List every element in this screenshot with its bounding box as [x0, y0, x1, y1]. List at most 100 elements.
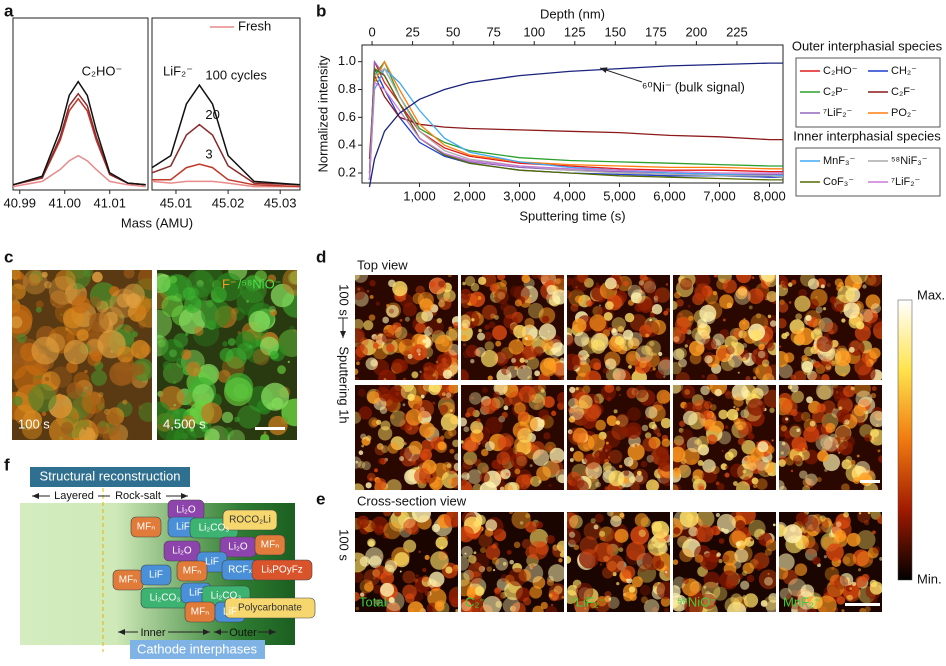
texture	[679, 512, 699, 528]
texture	[779, 524, 787, 537]
texture	[857, 512, 871, 523]
texture	[748, 305, 753, 310]
texture	[819, 515, 826, 522]
texture	[734, 418, 747, 431]
texture	[802, 447, 805, 451]
texture	[49, 334, 52, 337]
texture	[517, 410, 529, 422]
texture	[545, 605, 558, 612]
texture	[781, 399, 798, 416]
texture	[724, 597, 741, 612]
texture	[461, 417, 468, 427]
texture	[823, 307, 827, 311]
texture	[718, 559, 723, 564]
texture	[418, 550, 421, 553]
texture	[227, 338, 236, 346]
texture	[66, 382, 83, 399]
image-label: 100 s	[18, 416, 50, 431]
texture	[482, 304, 498, 320]
texture	[568, 427, 586, 446]
texture	[472, 553, 490, 570]
texture	[653, 427, 661, 435]
texture	[657, 359, 670, 376]
texture	[513, 285, 530, 302]
texture	[463, 451, 478, 465]
texture	[400, 411, 404, 415]
texture	[464, 552, 467, 555]
texture	[792, 455, 803, 465]
texture	[561, 376, 564, 380]
texture	[403, 518, 419, 534]
texture	[764, 548, 773, 556]
species-label: LiF	[176, 522, 190, 533]
texture	[551, 342, 564, 357]
diagram-title: Structural reconstruction	[40, 468, 181, 483]
texture	[737, 286, 748, 296]
texture	[447, 478, 453, 485]
texture	[789, 425, 802, 438]
texture	[263, 431, 267, 435]
texture	[193, 326, 204, 336]
texture	[558, 375, 563, 380]
texture	[859, 308, 874, 323]
panel-label: c	[4, 247, 13, 266]
texture	[493, 351, 509, 366]
texture	[779, 485, 787, 490]
texture	[554, 278, 561, 285]
texture	[390, 414, 395, 420]
series-line	[152, 163, 301, 188]
texture	[612, 572, 617, 577]
texture	[435, 360, 439, 364]
texture	[724, 472, 730, 478]
texture	[374, 444, 386, 456]
texture	[843, 512, 849, 518]
texture	[694, 402, 703, 411]
texture	[812, 556, 821, 565]
texture	[441, 392, 446, 397]
texture	[372, 576, 376, 580]
annotation-arrow	[599, 67, 643, 83]
texture	[631, 576, 643, 588]
panel-label: b	[316, 1, 326, 20]
texture	[486, 566, 493, 572]
texture	[355, 591, 360, 602]
texture	[638, 563, 647, 573]
texture	[219, 348, 234, 362]
texture	[788, 282, 793, 287]
x-tick-label: 6,000	[653, 188, 686, 203]
texture	[725, 345, 735, 355]
legend-title: Outer interphasial species	[792, 38, 943, 53]
texture	[402, 302, 417, 317]
texture	[862, 284, 867, 289]
texture	[688, 526, 699, 537]
texture	[730, 593, 743, 606]
texture	[878, 455, 882, 463]
texture	[703, 401, 713, 410]
phase-label: Rock-salt	[115, 490, 161, 502]
texture	[751, 387, 764, 401]
diagram: Structural reconstruction Layered Rock-s…	[20, 467, 316, 659]
texture	[850, 459, 856, 466]
texture	[631, 289, 646, 304]
texture	[407, 601, 424, 612]
texture	[503, 405, 509, 411]
texture	[508, 567, 527, 587]
texture	[411, 512, 431, 523]
texture	[484, 441, 495, 452]
texture	[607, 596, 620, 609]
texture	[473, 349, 481, 357]
texture	[422, 362, 436, 375]
texture	[767, 459, 773, 465]
texture	[765, 600, 776, 612]
texture	[477, 462, 489, 474]
texture	[102, 427, 122, 440]
texture	[737, 424, 744, 431]
texture	[28, 273, 41, 286]
texture	[699, 304, 717, 322]
texture	[800, 526, 808, 534]
texture	[869, 579, 878, 588]
texture	[468, 562, 484, 578]
texture	[267, 274, 277, 284]
texture	[693, 598, 697, 601]
texture	[41, 271, 48, 278]
